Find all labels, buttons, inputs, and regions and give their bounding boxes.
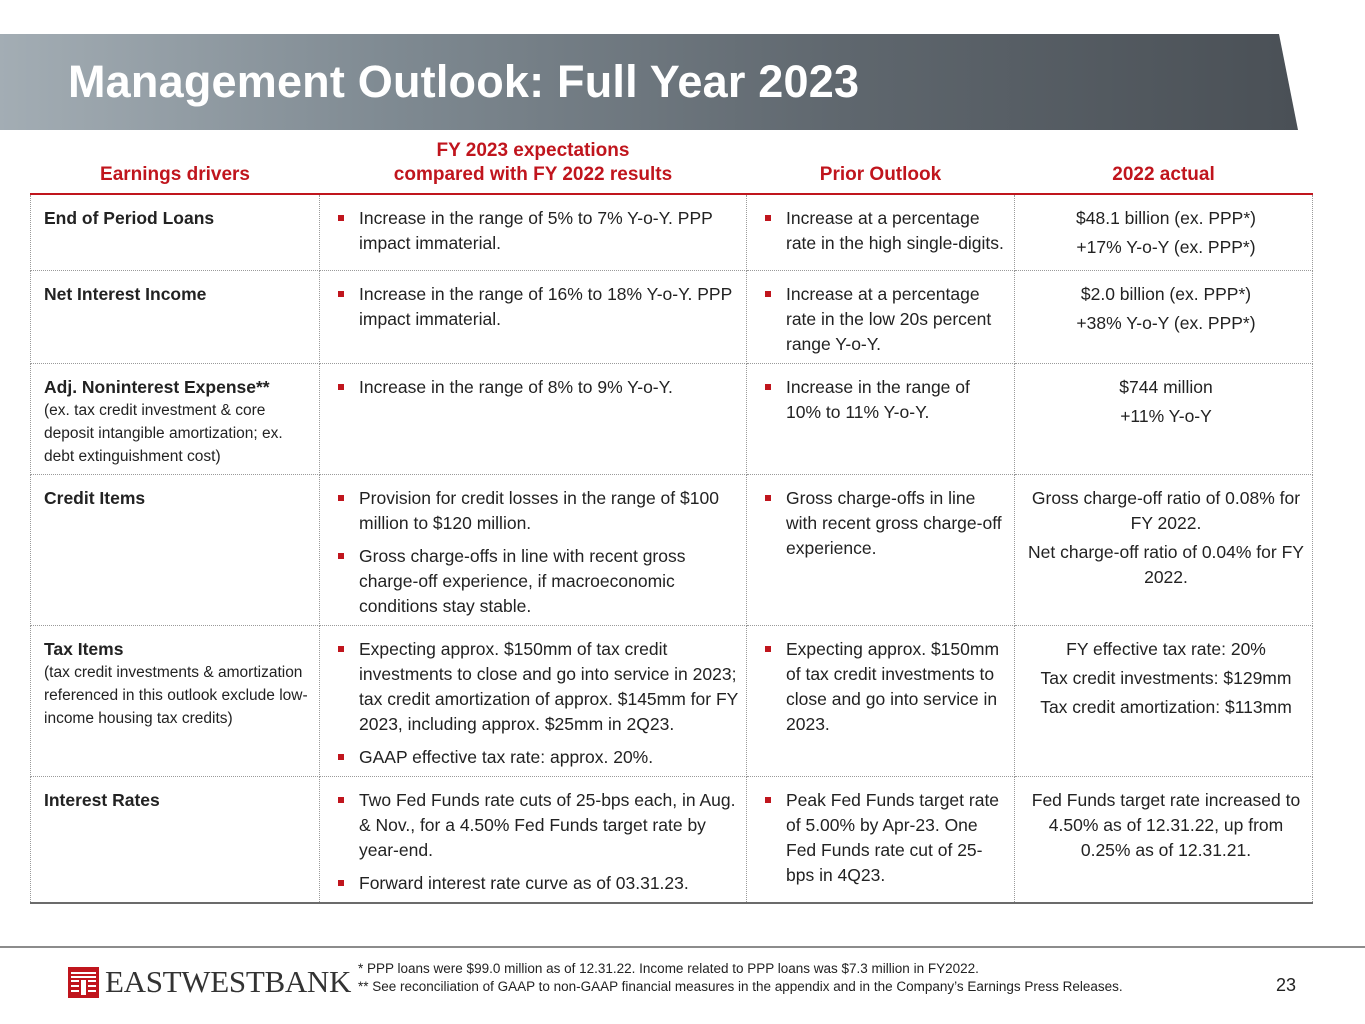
- bullet-list: Provision for credit losses in the range…: [333, 486, 738, 619]
- 2022-actual-cell: Fed Funds target rate increased to 4.50%…: [1014, 776, 1313, 904]
- table-row: Net Interest Income Increase in the range…: [30, 270, 1313, 364]
- bullet-item: Forward interest rate curve as of 03.31.…: [333, 871, 738, 896]
- 2022-actual-cell: $48.1 billion (ex. PPP*) +17% Y-o-Y (ex. …: [1014, 194, 1313, 271]
- driver-title: End of Period Loans: [44, 208, 215, 228]
- footnote-non-gaap: ** See reconciliation of GAAP to non-GAA…: [358, 979, 1123, 994]
- earnings-driver-cell: Credit Items: [30, 474, 320, 626]
- fy2023-expectations-cell: Two Fed Funds rate cuts of 25-bps each, …: [319, 776, 747, 904]
- outlook-table: Earnings drivers FY 2023 expectations co…: [30, 136, 1313, 904]
- earnings-driver-cell: Tax Items (tax credit investments & amort…: [30, 625, 320, 777]
- actual-value: Fed Funds target rate increased to 4.50%…: [1031, 790, 1301, 860]
- header-fy2023-expectations: FY 2023 expectations compared with FY 20…: [319, 136, 747, 195]
- driver-title: Interest Rates: [44, 790, 160, 810]
- earnings-driver-cell: Net Interest Income: [30, 270, 320, 364]
- bullet-item: Expecting approx. $150mm of tax credit i…: [760, 637, 1006, 737]
- bullet-list: Two Fed Funds rate cuts of 25-bps each, …: [333, 788, 738, 896]
- actual-value: +38% Y-o-Y (ex. PPP*): [1076, 313, 1256, 333]
- header-prior-outlook: Prior Outlook: [746, 136, 1015, 195]
- prior-outlook-cell: Increase at a percentage rate in the low…: [746, 270, 1015, 364]
- actual-value: $2.0 billion (ex. PPP*): [1080, 284, 1252, 304]
- fy2023-expectations-cell: Increase in the range of 8% to 9% Y-o-Y.: [319, 363, 747, 475]
- actual-value: Gross charge-off ratio of 0.08% for FY 2…: [1031, 488, 1301, 533]
- actual-value: +17% Y-o-Y (ex. PPP*): [1076, 237, 1256, 257]
- prior-outlook-cell: Increase at a percentage rate in the hig…: [746, 194, 1015, 271]
- fy2023-expectations-cell: Increase in the range of 16% to 18% Y-o-…: [319, 270, 747, 364]
- header-expectations-line2: compared with FY 2022 results: [393, 164, 673, 185]
- fy2023-expectations-cell: Increase in the range of 5% to 7% Y-o-Y.…: [319, 194, 747, 271]
- bullet-item: Peak Fed Funds target rate of 5.00% by A…: [760, 788, 1006, 888]
- actual-value: Tax credit investments: $129mm: [1040, 668, 1292, 688]
- driver-note: (ex. tax credit investment & core deposi…: [44, 402, 283, 465]
- bullet-list: Increase in the range of 5% to 7% Y-o-Y.…: [333, 206, 738, 256]
- page-title: Management Outlook: Full Year 2023: [68, 56, 860, 107]
- earnings-driver-cell: Interest Rates: [30, 776, 320, 904]
- bullet-list: Increase in the range of 16% to 18% Y-o-…: [333, 282, 738, 332]
- actual-value: Net charge-off ratio of 0.04% for FY 202…: [1028, 542, 1304, 587]
- driver-title: Tax Items: [44, 639, 124, 659]
- header-2022-actual: 2022 actual: [1014, 136, 1313, 195]
- bullet-item: Expecting approx. $150mm of tax credit i…: [333, 637, 738, 737]
- actual-value: $48.1 billion (ex. PPP*): [1076, 208, 1256, 228]
- table-row: Tax Items (tax credit investments & amort…: [30, 625, 1313, 777]
- footnotes: * PPP loans were $99.0 million as of 12.…: [358, 960, 1123, 996]
- driver-title: Credit Items: [44, 488, 146, 508]
- bullet-item: Increase in the range of 5% to 7% Y-o-Y.…: [333, 206, 738, 256]
- actual-value: $744 million: [1119, 377, 1213, 397]
- table-row: Adj. Noninterest Expense** (ex. tax credi…: [30, 363, 1313, 475]
- 2022-actual-cell: Gross charge-off ratio of 0.08% for FY 2…: [1014, 474, 1313, 626]
- bullet-list: Expecting approx. $150mm of tax credit i…: [760, 637, 1006, 737]
- bullet-item: Increase at a percentage rate in the hig…: [760, 206, 1006, 256]
- driver-note: (tax credit investments & amortization r…: [44, 664, 308, 727]
- fy2023-expectations-cell: Provision for credit losses in the range…: [319, 474, 747, 626]
- logo-wordmark: EASTWESTBANK: [105, 964, 352, 999]
- bullet-list: Gross charge-offs in line with recent gr…: [760, 486, 1006, 561]
- east-west-bank-logo: EASTWESTBANK: [68, 964, 351, 1000]
- table-header-row: Earnings drivers FY 2023 expectations co…: [30, 136, 1313, 195]
- footer-divider: [0, 946, 1365, 948]
- bullet-list: Increase in the range of 10% to 11% Y-o-…: [760, 375, 1006, 425]
- 2022-actual-cell: $744 million +11% Y-o-Y: [1014, 363, 1313, 475]
- prior-outlook-cell: Gross charge-offs in line with recent gr…: [746, 474, 1015, 626]
- earnings-driver-cell: Adj. Noninterest Expense** (ex. tax credi…: [30, 363, 320, 475]
- header-expectations-line1: FY 2023 expectations: [436, 140, 630, 161]
- table-body: End of Period Loans Increase in the range…: [30, 194, 1313, 904]
- bullet-item: Increase at a percentage rate in the low…: [760, 282, 1006, 357]
- prior-outlook-cell: Peak Fed Funds target rate of 5.00% by A…: [746, 776, 1015, 904]
- driver-title: Adj. Noninterest Expense**: [44, 377, 270, 397]
- fy2023-expectations-cell: Expecting approx. $150mm of tax credit i…: [319, 625, 747, 777]
- bullet-list: Increase at a percentage rate in the low…: [760, 282, 1006, 357]
- table-row: End of Period Loans Increase in the range…: [30, 194, 1313, 271]
- bullet-item: Increase in the range of 16% to 18% Y-o-…: [333, 282, 738, 332]
- bullet-item: Gross charge-offs in line with recent gr…: [333, 544, 738, 619]
- actual-value: +11% Y-o-Y: [1120, 406, 1212, 426]
- earnings-driver-cell: End of Period Loans: [30, 194, 320, 271]
- bank-logo-icon: [68, 966, 99, 998]
- bullet-item: Gross charge-offs in line with recent gr…: [760, 486, 1006, 561]
- bullet-list: Peak Fed Funds target rate of 5.00% by A…: [760, 788, 1006, 888]
- bullet-list: Expecting approx. $150mm of tax credit i…: [333, 637, 738, 770]
- actual-value: FY effective tax rate: 20%: [1066, 639, 1266, 659]
- title-banner: Management Outlook: Full Year 2023: [0, 34, 1298, 130]
- bullet-item: Provision for credit losses in the range…: [333, 486, 738, 536]
- 2022-actual-cell: $2.0 billion (ex. PPP*) +38% Y-o-Y (ex. P…: [1014, 270, 1313, 364]
- table-row: Credit Items Provision for credit losses …: [30, 474, 1313, 626]
- driver-title: Net Interest Income: [44, 284, 207, 304]
- bullet-list: Increase in the range of 8% to 9% Y-o-Y.: [333, 375, 738, 400]
- bullet-item: Increase in the range of 8% to 9% Y-o-Y.: [333, 375, 738, 400]
- 2022-actual-cell: FY effective tax rate: 20% Tax credit inv…: [1014, 625, 1313, 777]
- prior-outlook-cell: Expecting approx. $150mm of tax credit i…: [746, 625, 1015, 777]
- page-number: 23: [1276, 975, 1297, 995]
- bullet-item: Two Fed Funds rate cuts of 25-bps each, …: [333, 788, 738, 863]
- table-row: Interest Rates Two Fed Funds rate cuts of…: [30, 776, 1313, 904]
- prior-outlook-cell: Increase in the range of 10% to 11% Y-o-…: [746, 363, 1015, 475]
- footnote-ppp: * PPP loans were $99.0 million as of 12.…: [358, 961, 979, 976]
- header-earnings-drivers: Earnings drivers: [30, 136, 320, 195]
- bullet-item: GAAP effective tax rate: approx. 20%.: [333, 745, 738, 770]
- bullet-item: Increase in the range of 10% to 11% Y-o-…: [760, 375, 1006, 425]
- actual-value: Tax credit amortization: $113mm: [1040, 697, 1292, 717]
- bullet-list: Increase at a percentage rate in the hig…: [760, 206, 1006, 256]
